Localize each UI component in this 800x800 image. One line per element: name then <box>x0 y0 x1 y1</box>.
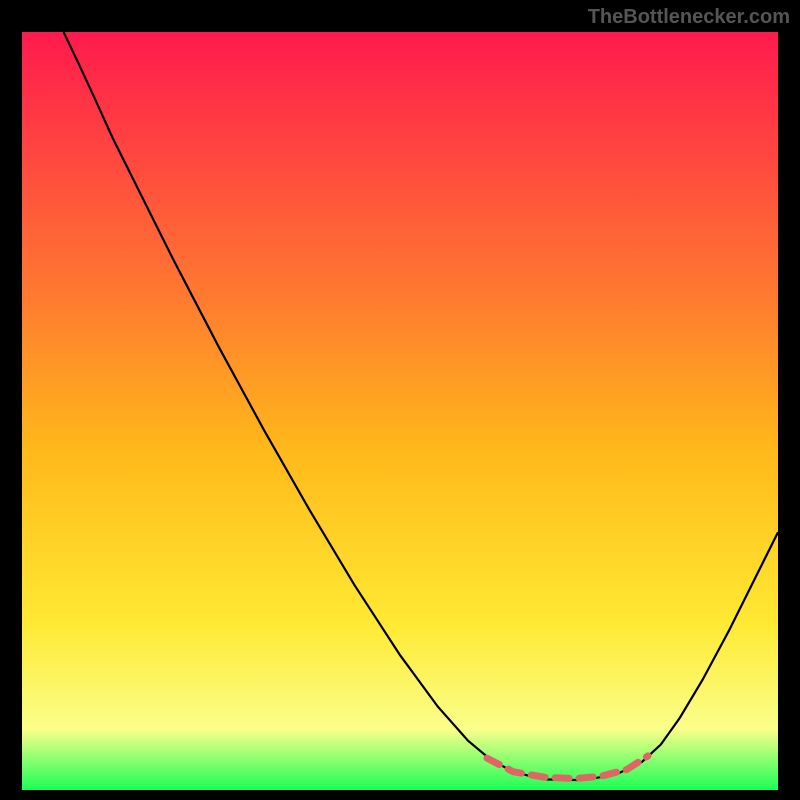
chart-plot-area <box>22 32 778 790</box>
watermark-text: TheBottlenecker.com <box>588 6 790 29</box>
optimal-range-indicator <box>487 756 648 779</box>
chart-svg <box>22 32 778 790</box>
bottleneck-curve <box>64 32 778 780</box>
